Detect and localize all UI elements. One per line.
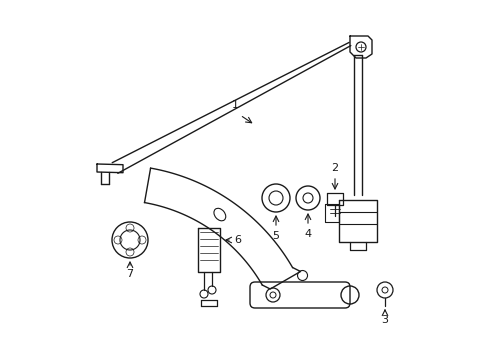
Text: 1: 1 (231, 100, 238, 110)
Text: 7: 7 (126, 269, 133, 279)
Text: 5: 5 (272, 231, 279, 241)
Text: 6: 6 (234, 235, 241, 245)
Text: 4: 4 (304, 229, 311, 239)
Text: 3: 3 (381, 315, 387, 325)
Text: 2: 2 (331, 163, 338, 173)
